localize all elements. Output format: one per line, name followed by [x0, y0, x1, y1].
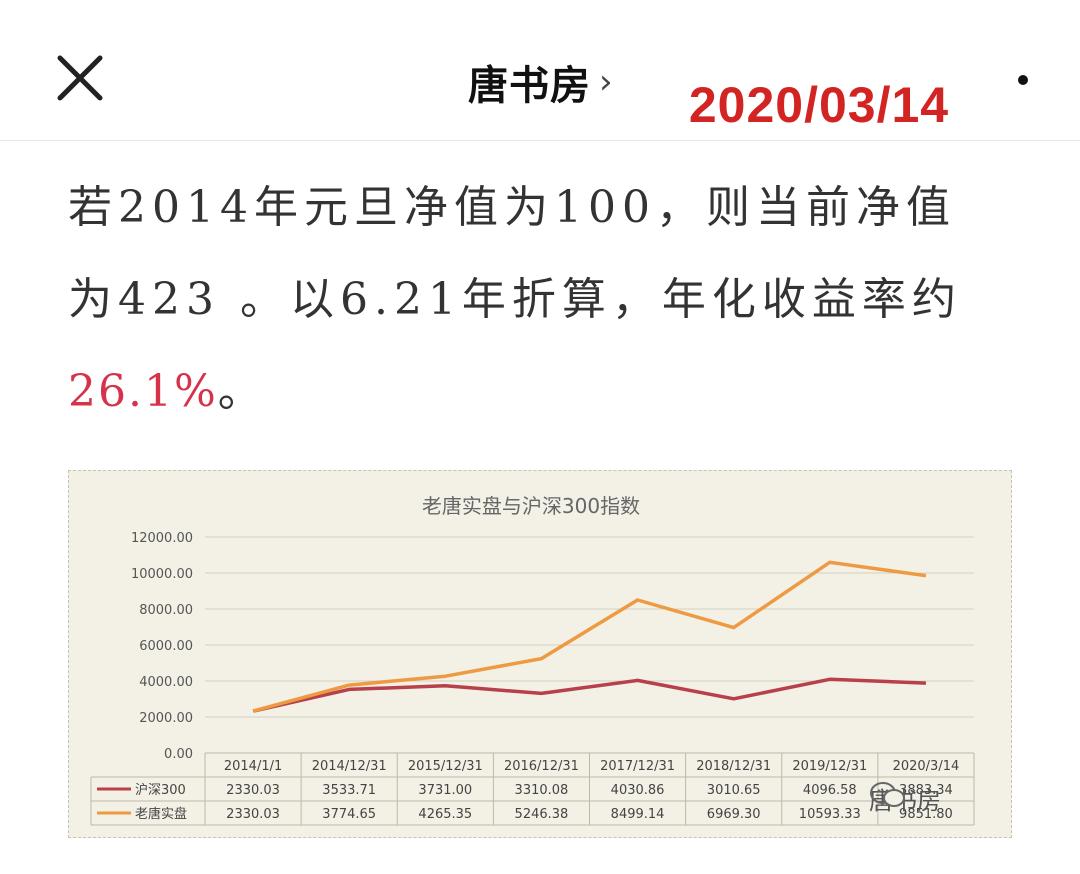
- legend-label-2: 老唐实盘: [135, 806, 187, 822]
- y-tick-label: 6000.00: [139, 639, 193, 654]
- data-cell: 3533.71: [322, 783, 376, 798]
- data-cell: 3010.65: [707, 783, 761, 798]
- data-cell: 4265.35: [418, 807, 472, 822]
- x-category-label: 2018/12/31: [696, 759, 771, 774]
- series-line-1: [252, 677, 926, 713]
- x-category-label: 2014/12/31: [312, 759, 387, 774]
- annual-return-highlight: 26.1%: [68, 366, 218, 417]
- data-cell: 5246.38: [515, 807, 569, 822]
- legend-label-1: 沪深300: [135, 782, 186, 798]
- data-cell: 3310.08: [515, 783, 569, 798]
- y-tick-label: 4000.00: [139, 675, 193, 690]
- data-cell: 3731.00: [418, 783, 472, 798]
- data-cell: 2330.03: [226, 807, 280, 822]
- nav-divider: [0, 140, 1080, 141]
- close-icon: [57, 55, 103, 101]
- y-tick-label: 12000.00: [131, 531, 193, 546]
- account-name: 唐书房: [468, 63, 591, 109]
- account-name-link[interactable]: 唐书房 ›: [468, 52, 613, 112]
- data-cell: 2330.03: [226, 783, 280, 798]
- x-category-label: 2017/12/31: [600, 759, 675, 774]
- x-category-label: 2014/1/1: [224, 759, 282, 774]
- top-nav-bar: 唐书房 › 2020/03/14: [0, 0, 1080, 140]
- data-cell: 10593.33: [799, 807, 861, 822]
- date-stamp: 2020/03/14: [632, 70, 1006, 140]
- chevron-right-icon: ›: [599, 62, 613, 102]
- data-cell: 6969.30: [707, 807, 761, 822]
- line-chart: 老唐实盘与沪深300指数 0.00 2000.00 4000.00 6000.00 800…: [90, 494, 975, 826]
- article-line-3-tail: 。: [217, 366, 268, 417]
- chart-title: 老唐实盘与沪深300指数: [422, 494, 640, 518]
- chart-image[interactable]: 老唐实盘与沪深300指数 0.00 2000.00 4000.00 6000.00 800…: [68, 470, 1012, 838]
- y-tick-label: 0.00: [164, 747, 193, 762]
- series-line-2: [252, 560, 927, 713]
- wechat-icon: [870, 782, 905, 807]
- watermark-text: 唐书房: [869, 787, 941, 815]
- data-cell: 4030.86: [611, 783, 665, 798]
- article-line-2: 为423 。以6.21年折算，年化收益率约: [68, 274, 962, 325]
- article-line-3: 26.1%。: [68, 346, 1018, 438]
- y-tick-label: 2000.00: [139, 711, 193, 726]
- watermark: 唐书房: [869, 781, 941, 816]
- data-cell: 3774.65: [322, 807, 376, 822]
- x-category-label: 2016/12/31: [504, 759, 579, 774]
- data-cell: 3883.34: [899, 783, 953, 798]
- x-category-label: 2019/12/31: [792, 759, 867, 774]
- data-cell: 8499.14: [611, 807, 665, 822]
- article-body: 若2014年元旦净值为100，则当前净值 为423 。以6.21年折算，年化收益…: [68, 162, 1018, 438]
- data-cell: 4096.58: [803, 783, 857, 798]
- y-tick-label: 8000.00: [139, 603, 193, 618]
- dot-icon: [1018, 75, 1028, 85]
- article-line-1: 若2014年元旦净值为100，则当前净值: [68, 182, 956, 233]
- x-category-label: 2020/3/14: [893, 759, 960, 774]
- close-button[interactable]: [50, 48, 112, 110]
- date-stamp-text: 2020/03/14: [688, 77, 950, 133]
- data-cell: 9851.80: [899, 807, 953, 822]
- x-category-label: 2015/12/31: [408, 759, 483, 774]
- y-tick-label: 10000.00: [131, 567, 193, 582]
